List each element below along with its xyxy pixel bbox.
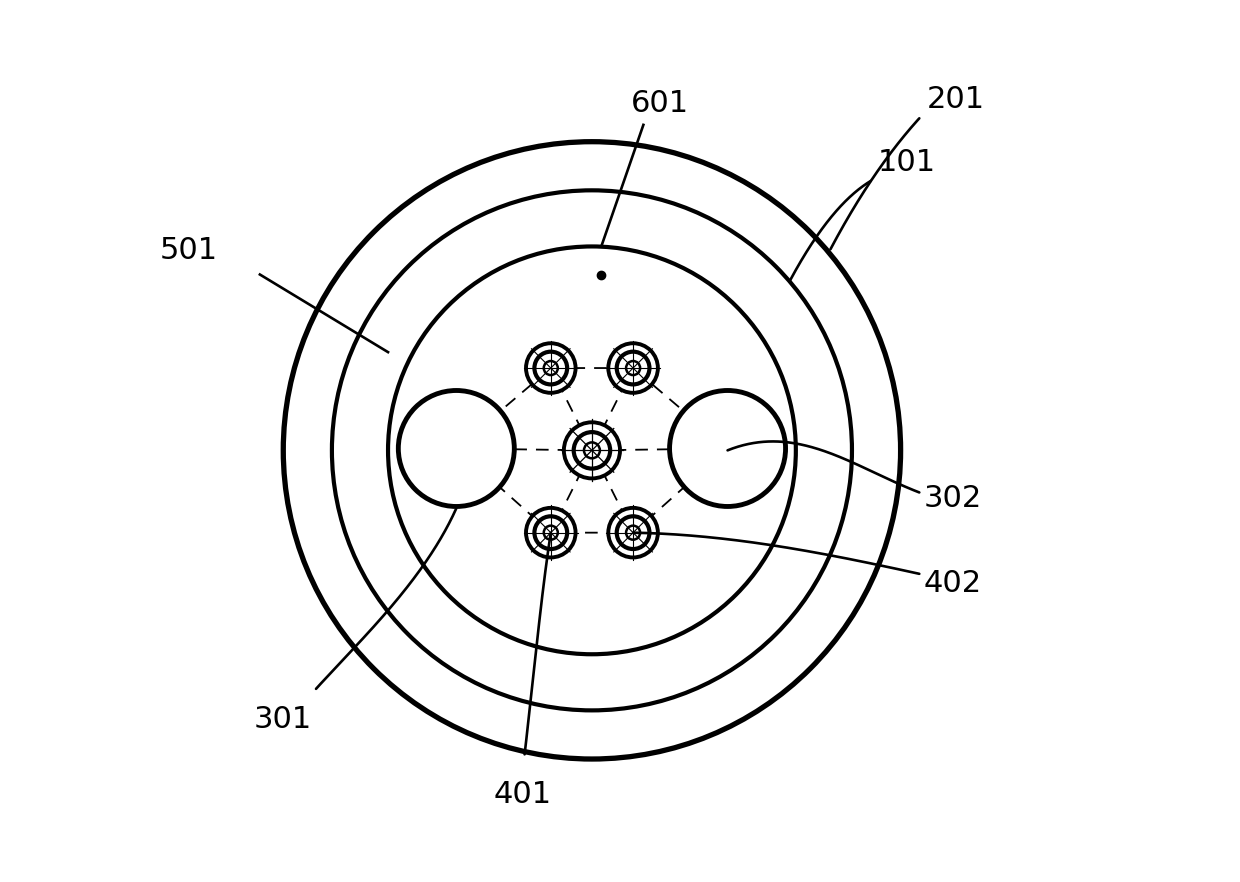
Text: 101: 101 [877, 148, 935, 177]
Text: 601: 601 [631, 89, 689, 118]
Circle shape [534, 352, 567, 385]
Circle shape [584, 443, 600, 459]
Circle shape [574, 432, 610, 468]
Circle shape [616, 352, 650, 385]
Circle shape [609, 508, 658, 557]
Text: 302: 302 [924, 484, 982, 513]
Text: 301: 301 [253, 705, 311, 734]
Circle shape [609, 343, 658, 392]
Circle shape [544, 361, 558, 375]
Text: 402: 402 [924, 569, 982, 598]
Text: 401: 401 [494, 780, 552, 809]
Circle shape [670, 391, 786, 506]
Text: 201: 201 [926, 85, 985, 114]
Circle shape [626, 526, 640, 540]
Circle shape [564, 422, 620, 478]
Circle shape [544, 526, 558, 540]
Circle shape [534, 516, 567, 549]
Circle shape [526, 508, 575, 557]
Circle shape [616, 516, 650, 549]
Circle shape [626, 361, 640, 375]
Text: 501: 501 [160, 236, 218, 265]
Circle shape [398, 391, 515, 506]
Circle shape [526, 343, 575, 392]
